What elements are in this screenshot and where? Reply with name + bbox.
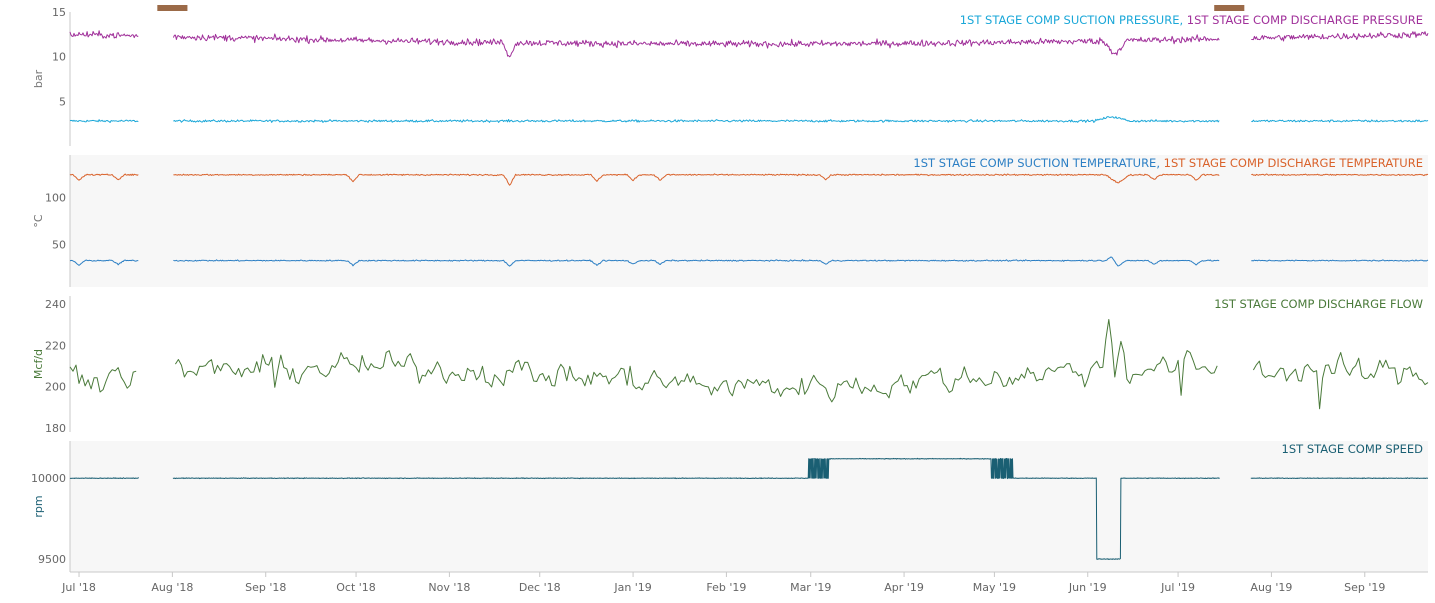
y-tick-label-flow-3: 240 bbox=[45, 298, 66, 311]
y-axis-unit-speed: rpm bbox=[32, 495, 45, 517]
x-tick-label-4: Nov '18 bbox=[428, 581, 470, 594]
x-tick-label-3: Oct '18 bbox=[336, 581, 376, 594]
x-tick-label-11: Jun '19 bbox=[1068, 581, 1107, 594]
panel-title-flow: 1ST STAGE COMP DISCHARGE FLOW bbox=[1214, 297, 1423, 311]
series-line-flow-0-seg-0 bbox=[69, 364, 137, 393]
series-line-temperature-0-seg-1 bbox=[173, 256, 1220, 267]
panel-background-pressure bbox=[70, 12, 1428, 146]
x-tick-label-10: May '19 bbox=[973, 581, 1016, 594]
panel-title-speed: 1ST STAGE COMP SPEED bbox=[1282, 442, 1424, 456]
y-axis-unit-flow: Mcf/d bbox=[32, 349, 45, 379]
series-name-flow-0: 1ST STAGE COMP DISCHARGE FLOW bbox=[1214, 297, 1423, 311]
series-name-speed-0: 1ST STAGE COMP SPEED bbox=[1282, 442, 1424, 456]
series-line-flow-0-seg-2 bbox=[1252, 352, 1429, 410]
series-line-temperature-1-seg-1 bbox=[173, 173, 1220, 186]
panel-temperature: 50 100°C 1ST STAGE COMP SUCTION TEMPERATUR… bbox=[32, 155, 1429, 287]
x-tick-label-13: Aug '19 bbox=[1250, 581, 1292, 594]
y-tick-label-temperature-0: 50 bbox=[52, 239, 66, 252]
y-tick-label-pressure-2: 15 bbox=[52, 6, 66, 19]
x-tick-label-2: Sep '18 bbox=[245, 581, 286, 594]
series-line-flow-0-seg-1 bbox=[174, 319, 1218, 403]
series-line-pressure-1-seg-1 bbox=[172, 33, 1220, 58]
series-line-temperature-1-seg-0 bbox=[69, 173, 139, 181]
series-line-speed-0-seg-0 bbox=[69, 477, 139, 480]
data-gap-marker-1[interactable] bbox=[1214, 5, 1245, 11]
series-line-pressure-0-seg-0 bbox=[69, 119, 139, 123]
y-tick-label-flow-0: 180 bbox=[45, 422, 66, 435]
series-line-speed-0-seg-2 bbox=[1250, 477, 1429, 480]
series-line-temperature-0-seg-2 bbox=[1251, 259, 1429, 262]
series-name-temperature-0: 1ST STAGE COMP SUCTION TEMPERATURE, bbox=[913, 156, 1163, 170]
series-name-pressure-0: 1ST STAGE COMP SUCTION PRESSURE, bbox=[960, 13, 1187, 27]
series-line-pressure-0-seg-1 bbox=[173, 116, 1220, 123]
panel-speed: 9500 10000 rpm 1ST STAGE COMP SPEED bbox=[31, 441, 1429, 572]
x-tick-label-6: Jan '19 bbox=[613, 581, 651, 594]
panel-flow: 180 200 220 240 Mcf/d 1ST STAGE COMP DISCHARG… bbox=[32, 296, 1429, 435]
y-tick-label-speed-1: 10000 bbox=[31, 472, 66, 485]
x-tick-label-12: Jul '19 bbox=[1160, 581, 1195, 594]
panel-pressure: 5 10 15 bar 1ST STAGE COMP SUCTION PRESSURE,… bbox=[32, 6, 1429, 146]
panel-background-temperature bbox=[70, 155, 1428, 287]
series-line-temperature-1-seg-2 bbox=[1251, 173, 1429, 177]
x-tick-label-8: Mar '19 bbox=[790, 581, 831, 594]
y-tick-label-pressure-1: 10 bbox=[52, 51, 66, 64]
series-name-temperature-1: 1ST STAGE COMP DISCHARGE TEMPERATURE bbox=[1164, 156, 1423, 170]
x-tick-label-1: Aug '18 bbox=[151, 581, 193, 594]
data-gap-marker-0[interactable] bbox=[157, 5, 188, 11]
x-tick-label-14: Sep '19 bbox=[1344, 581, 1385, 594]
y-tick-label-pressure-0: 5 bbox=[59, 95, 66, 108]
y-tick-label-flow-2: 220 bbox=[45, 339, 66, 352]
series-line-pressure-0-seg-2 bbox=[1251, 119, 1429, 123]
series-name-pressure-1: 1ST STAGE COMP DISCHARGE PRESSURE bbox=[1187, 13, 1423, 27]
series-line-pressure-1-seg-0 bbox=[69, 30, 139, 39]
y-axis-unit-pressure: bar bbox=[32, 69, 45, 88]
series-line-pressure-1-seg-2 bbox=[1251, 31, 1429, 42]
x-tick-label-9: Apr '19 bbox=[884, 581, 924, 594]
x-tick-label-0: Jul '18 bbox=[61, 581, 96, 594]
panel-background-flow bbox=[70, 296, 1428, 432]
y-axis-unit-temperature: °C bbox=[32, 214, 45, 228]
panel-background-speed bbox=[70, 441, 1428, 572]
panel-title-temperature: 1ST STAGE COMP SUCTION TEMPERATURE, 1ST … bbox=[913, 156, 1423, 170]
y-tick-label-flow-1: 200 bbox=[45, 381, 66, 394]
x-tick-label-7: Feb '19 bbox=[706, 581, 746, 594]
y-tick-label-speed-0: 9500 bbox=[38, 553, 66, 566]
series-line-temperature-0-seg-0 bbox=[69, 259, 139, 266]
x-tick-label-5: Dec '18 bbox=[519, 581, 561, 594]
y-tick-label-temperature-1: 100 bbox=[45, 191, 66, 204]
series-line-speed-0-seg-1 bbox=[172, 457, 1220, 560]
panel-title-pressure: 1ST STAGE COMP SUCTION PRESSURE, 1ST STA… bbox=[960, 13, 1423, 27]
